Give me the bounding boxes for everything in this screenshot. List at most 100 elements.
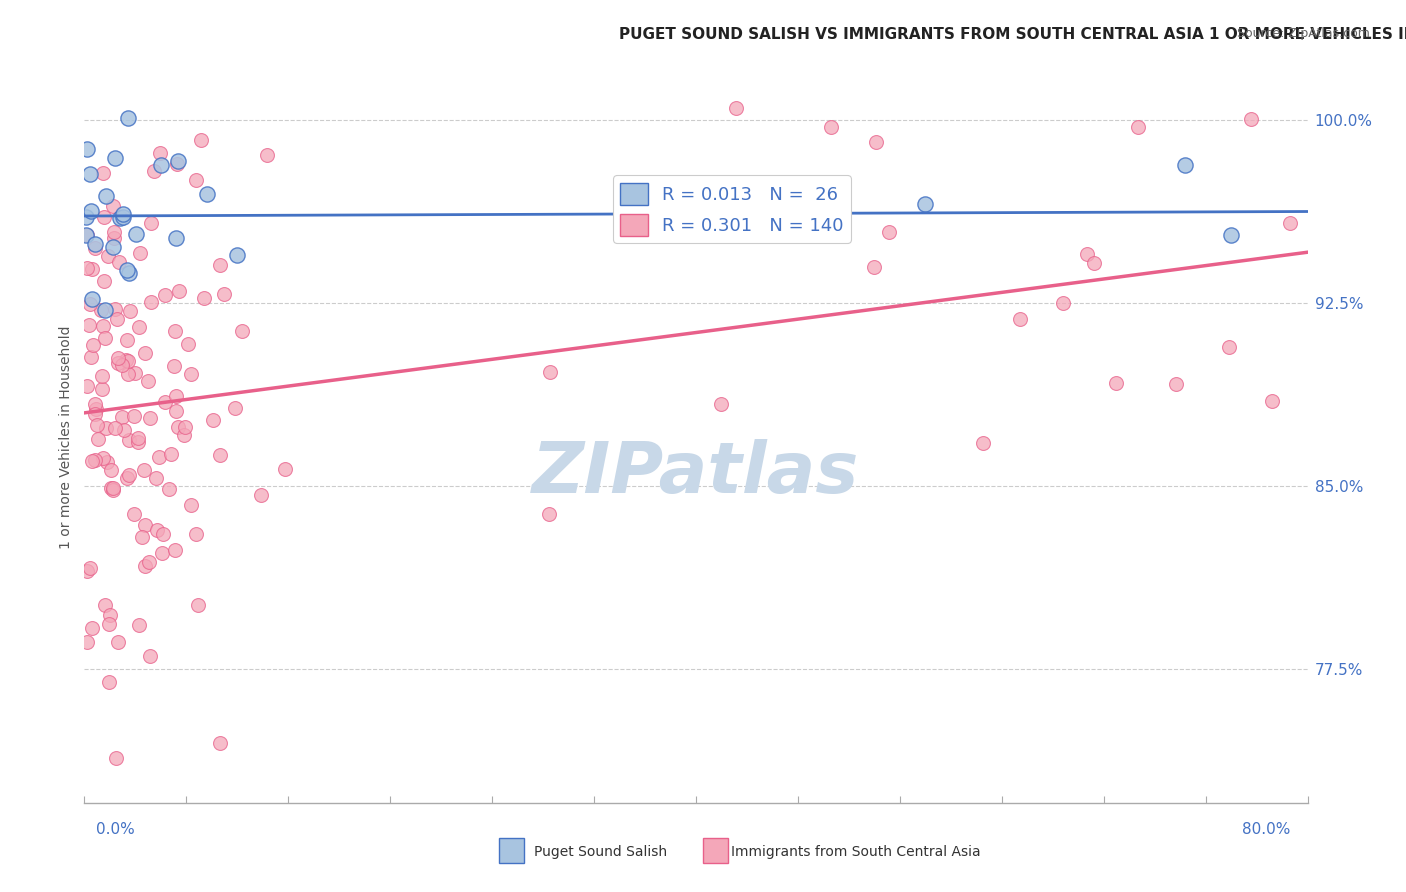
Point (111, 207, 134, 221)
Point (84, 236, 107, 251)
Point (76, 227, 98, 242)
Point (166, 157, 188, 171)
Point (75, 227, 97, 242)
Point (1076, 247, 1098, 261)
Point (82, 293, 104, 307)
Point (865, 135, 887, 149)
Point (118, 433, 141, 447)
Point (117, 468, 139, 483)
Point (103, 225, 125, 239)
Point (122, 508, 145, 522)
Point (98, 616, 121, 631)
Point (153, 287, 176, 301)
Legend: R = 0.013   N =  26, R = 0.301   N = 140: R = 0.013 N = 26, R = 0.301 N = 140 (613, 176, 851, 243)
Point (94, 599, 117, 613)
Point (82, 454, 104, 468)
Point (79, 296, 101, 310)
Point (127, 435, 149, 450)
Point (177, 337, 200, 351)
Point (76, 379, 98, 393)
Point (83, 407, 105, 421)
Point (80, 621, 103, 635)
Point (1218, 340, 1240, 354)
Point (862, 260, 884, 275)
Point (134, 559, 156, 574)
Point (132, 463, 155, 477)
Point (250, 488, 273, 502)
Point (100, 481, 122, 495)
Point (166, 419, 188, 434)
Point (149, 145, 172, 160)
Point (209, 258, 232, 272)
Point (208, 736, 231, 750)
Point (1260, 393, 1282, 408)
Point (86, 402, 108, 417)
Point (117, 111, 139, 125)
Point (139, 294, 162, 309)
Point (187, 599, 209, 613)
Point (115, 471, 138, 485)
Point (120, 304, 142, 318)
Point (1052, 296, 1074, 310)
Point (1083, 256, 1105, 270)
Point (103, 231, 125, 245)
Point (146, 523, 169, 537)
Point (124, 366, 146, 380)
Text: PUGET SOUND SALISH VS IMMIGRANTS FROM SOUTH CENTRAL ASIA 1 OR MORE VEHICLES IN H: PUGET SOUND SALISH VS IMMIGRANTS FROM SO… (619, 27, 1406, 42)
Point (209, 448, 232, 462)
Point (148, 450, 170, 464)
Point (111, 358, 134, 372)
Point (163, 324, 186, 338)
Point (129, 245, 152, 260)
Point (97, 675, 120, 690)
Point (96, 189, 118, 203)
Point (91, 382, 114, 396)
Point (186, 526, 208, 541)
FancyBboxPatch shape (703, 838, 728, 863)
Point (93, 274, 115, 288)
Point (76, 261, 98, 276)
Point (79, 167, 101, 181)
Point (103, 199, 125, 213)
Point (165, 404, 187, 418)
Point (105, 751, 128, 765)
Point (537, 507, 560, 521)
Point (104, 420, 127, 434)
Point (141, 216, 163, 230)
Point (101, 483, 124, 497)
Point (180, 499, 202, 513)
Point (163, 359, 186, 373)
Point (79, 561, 101, 575)
Point (100, 463, 122, 477)
Point (76, 143, 98, 157)
Point (77, 318, 100, 332)
Point (97, 249, 120, 263)
Point (107, 356, 129, 370)
Point (914, 196, 936, 211)
Point (117, 354, 139, 368)
Point (138, 555, 160, 569)
Point (128, 618, 150, 632)
Point (1166, 376, 1188, 391)
Point (173, 428, 195, 442)
Point (103, 240, 125, 254)
Point (91, 166, 114, 180)
Point (105, 311, 128, 326)
Point (127, 431, 149, 445)
Point (184, 173, 207, 187)
Point (93, 210, 115, 224)
Point (131, 530, 153, 544)
Point (1220, 228, 1243, 243)
Point (91, 368, 114, 383)
Point (104, 301, 127, 316)
Text: Puget Sound Salish: Puget Sound Salish (534, 845, 668, 859)
Point (226, 247, 249, 261)
Point (90, 303, 112, 318)
Point (96, 455, 118, 469)
Point (76, 565, 98, 579)
Point (139, 648, 162, 663)
Point (202, 413, 225, 427)
Point (1105, 376, 1128, 390)
Point (195, 186, 218, 201)
Point (180, 367, 202, 381)
